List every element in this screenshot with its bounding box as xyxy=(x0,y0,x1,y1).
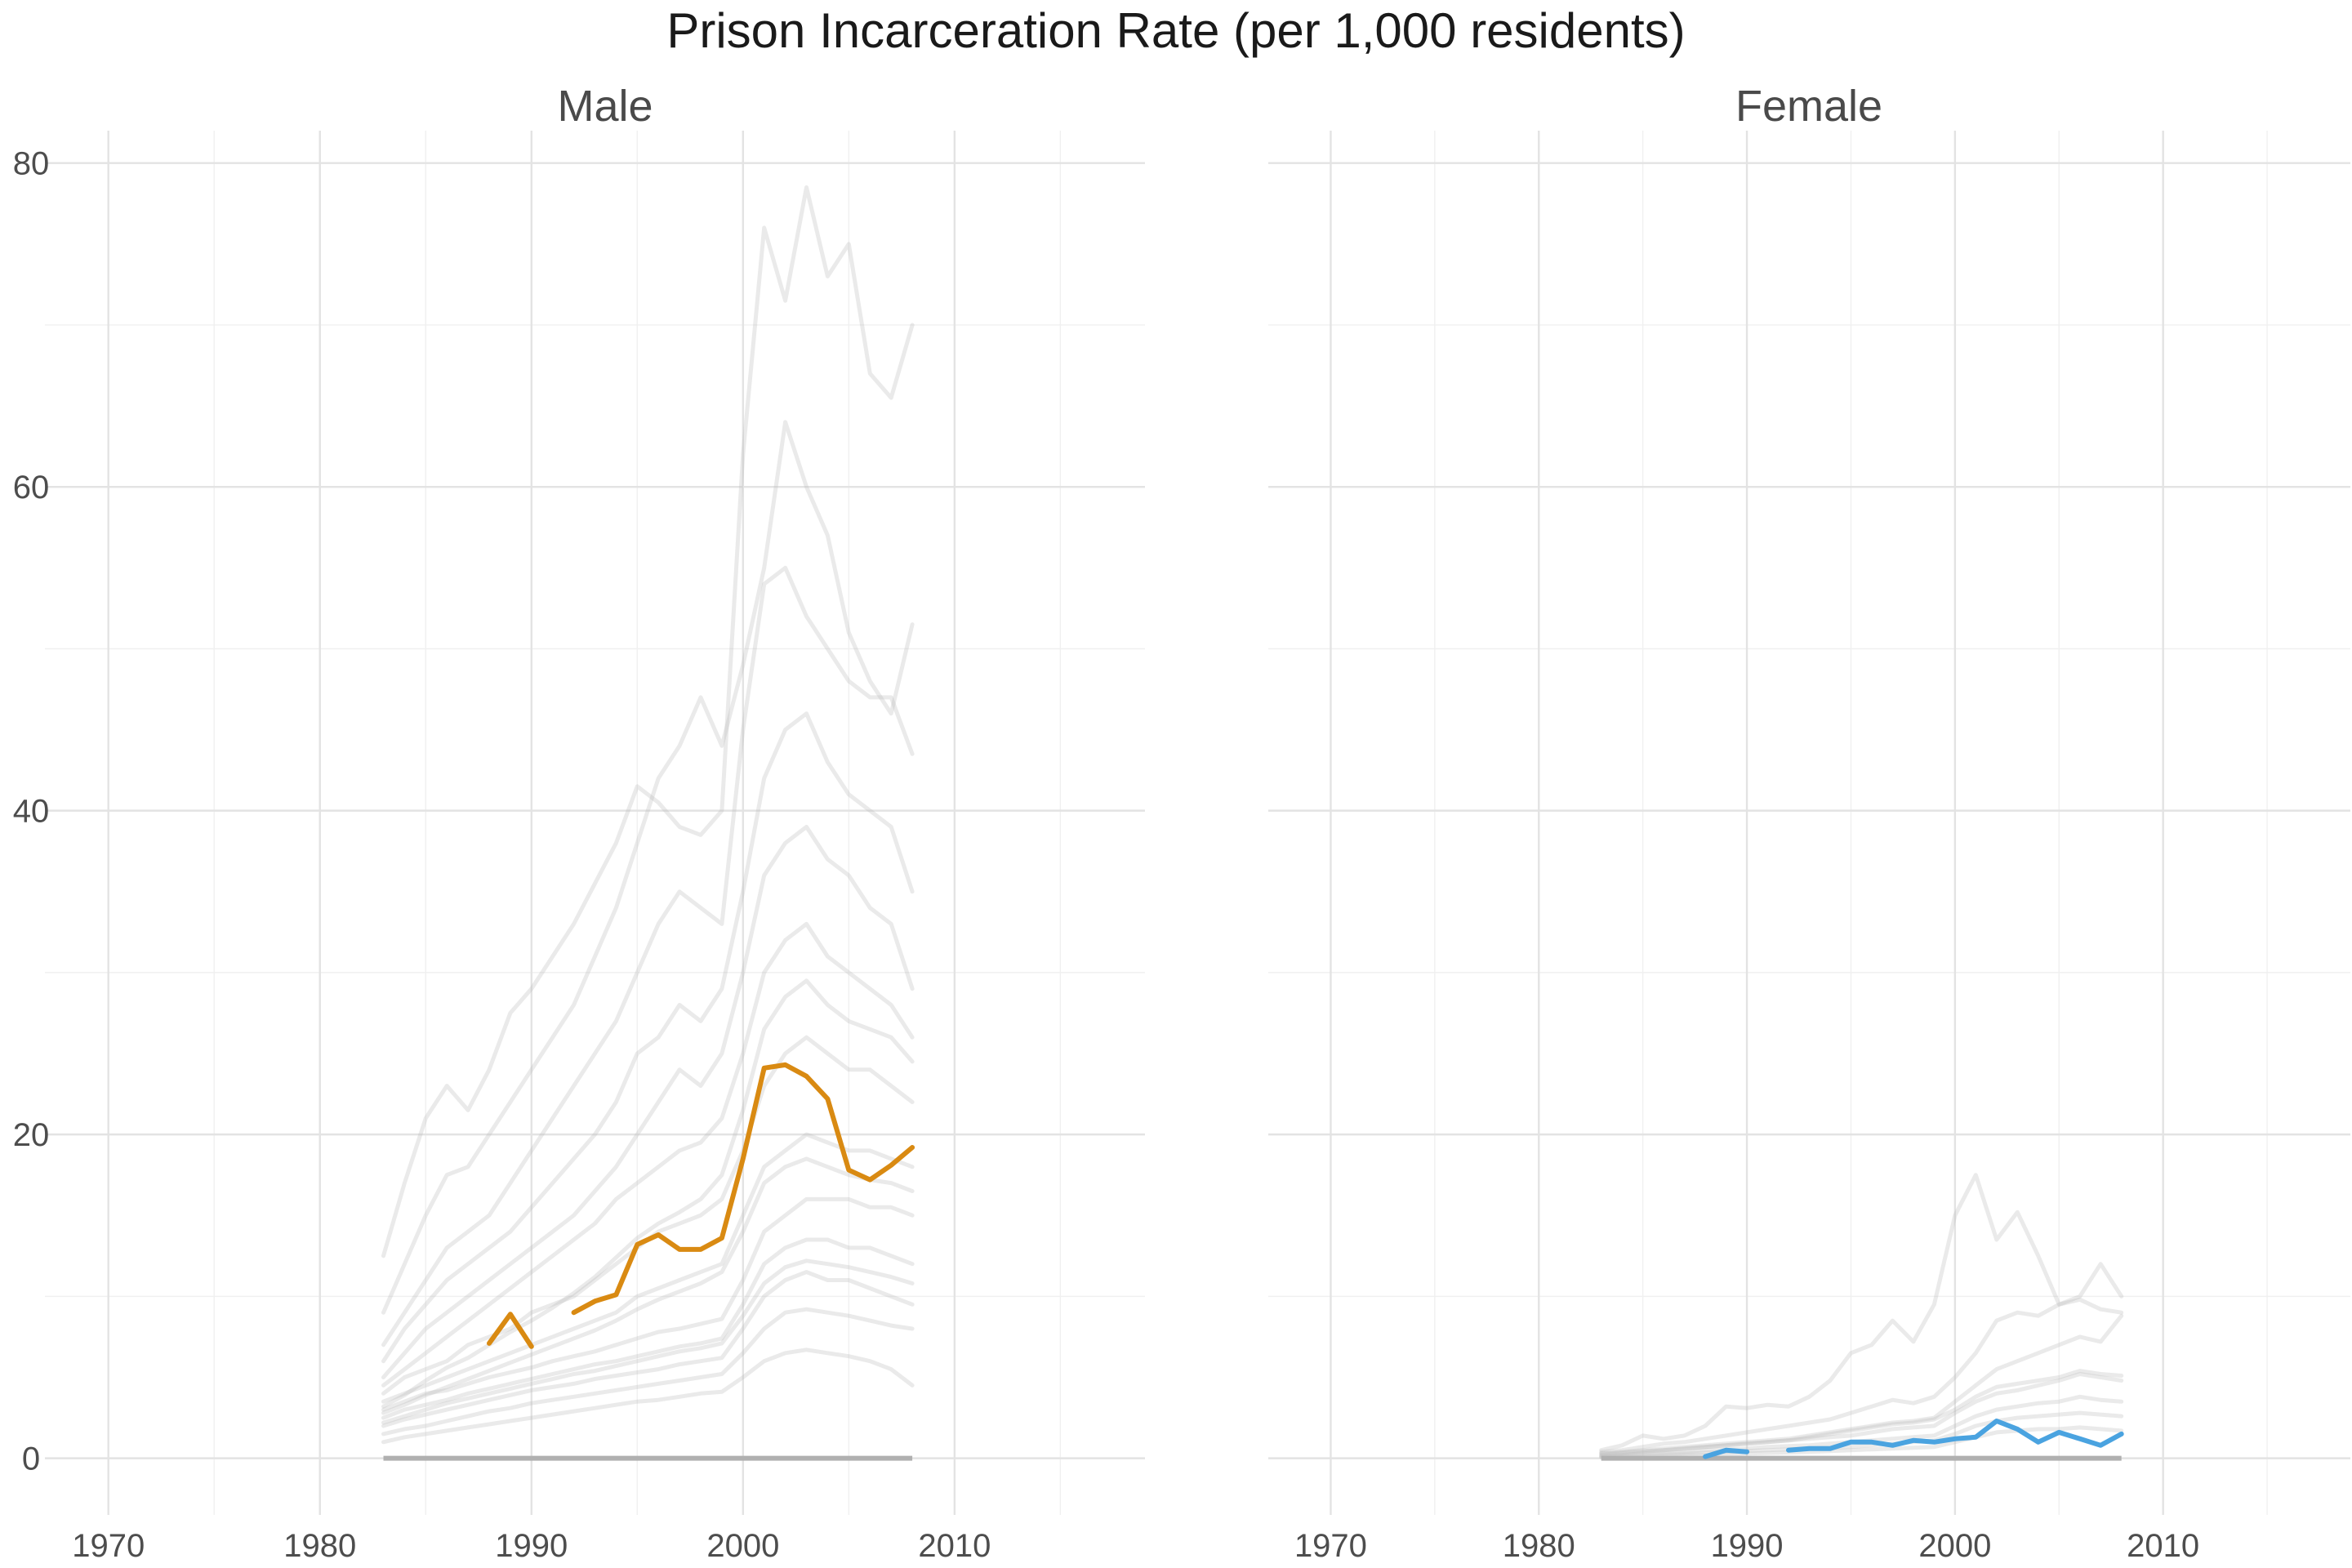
background-series-line xyxy=(381,978,915,1409)
background-series-line xyxy=(381,1132,915,1404)
x-tick-label: 2000 xyxy=(706,1528,779,1564)
background-series-line xyxy=(381,1035,915,1396)
y-tick-label: 0 xyxy=(22,1441,40,1477)
x-tick-label: 1980 xyxy=(1503,1528,1575,1564)
gridlines-male xyxy=(45,131,1145,1515)
background-series-line xyxy=(381,1348,915,1445)
background-series-line xyxy=(381,1258,915,1425)
background-series-line xyxy=(381,921,915,1388)
x-tick-label: 1970 xyxy=(72,1528,145,1564)
background-series-line xyxy=(381,1270,915,1428)
y-tick-label: 20 xyxy=(13,1117,50,1153)
x-tick-label: 1980 xyxy=(283,1528,356,1564)
background-series-line xyxy=(381,185,915,1258)
y-tick-label: 80 xyxy=(13,146,50,182)
background-series-line xyxy=(381,1307,915,1437)
background-series-male xyxy=(381,185,915,1445)
background-series-line xyxy=(381,565,915,1348)
background-series-line xyxy=(381,1156,915,1415)
x-tick-label: 1990 xyxy=(495,1528,568,1564)
background-series-female xyxy=(1599,1173,2124,1460)
gridlines-female xyxy=(1268,131,2350,1515)
x-tick-label: 1970 xyxy=(1294,1528,1367,1564)
highlight-series-female xyxy=(1703,1419,2124,1459)
background-series-line xyxy=(1599,1372,2124,1458)
background-series-line xyxy=(1599,1410,2124,1459)
x-tick-label: 1990 xyxy=(1711,1528,1784,1564)
panel-female: Female 1970 1980 1990 2000 2010 xyxy=(1268,82,2350,1564)
background-series-line xyxy=(381,711,915,1364)
background-series-line xyxy=(381,420,915,1315)
background-series-line xyxy=(1599,1369,2124,1456)
chart-title: Prison Incarceration Rate (per 1,000 res… xyxy=(666,3,1685,58)
background-series-line xyxy=(1599,1173,2124,1453)
highlight-series-male xyxy=(487,1062,915,1349)
panel-title-male: Male xyxy=(557,82,653,131)
background-series-line xyxy=(381,825,915,1379)
y-tick-label: 60 xyxy=(13,470,50,506)
panel-male: Male 1970 1980 1990 2000 2010 0 20 40 60 80 xyxy=(13,82,1145,1564)
x-tick-label: 2010 xyxy=(918,1528,991,1564)
x-tick-label: 2010 xyxy=(2127,1528,2199,1564)
background-series-line xyxy=(381,1196,915,1412)
x-tick-label: 2000 xyxy=(1918,1528,1991,1564)
background-series-line xyxy=(1599,1313,2124,1456)
y-tick-label: 40 xyxy=(13,794,50,830)
background-series-line xyxy=(1599,1425,2124,1460)
background-series-line xyxy=(381,1237,915,1420)
background-series-line xyxy=(1599,1297,2124,1454)
panel-title-female: Female xyxy=(1735,82,1882,131)
